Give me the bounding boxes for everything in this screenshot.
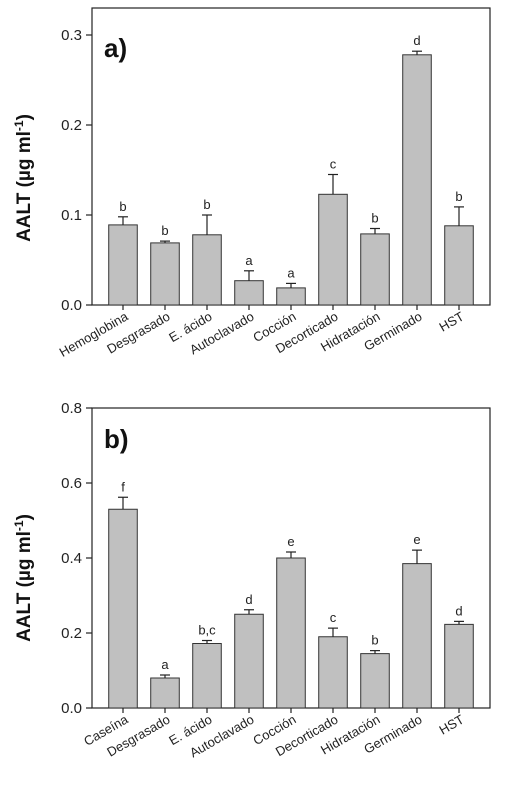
significance-label: f: [121, 479, 125, 494]
y-tick-label: 0.6: [61, 475, 82, 492]
y-tick-label: 0.4: [61, 550, 82, 567]
y-axis-label-sup: -1: [12, 120, 26, 131]
significance-label: d: [413, 33, 420, 48]
bar: [444, 225, 474, 306]
y-axis-label: AALT (µg ml-1): [12, 114, 35, 242]
y-axis-label-close: ): [14, 114, 35, 120]
bar: [150, 242, 180, 306]
y-tick-label: 0.0: [61, 700, 82, 717]
bar: [360, 653, 390, 709]
x-tick-label: HST: [436, 309, 466, 335]
significance-label: b: [371, 211, 378, 226]
significance-label: c: [330, 157, 337, 172]
y-axis-label-main: AALT (µg ml: [14, 531, 35, 642]
significance-label: b: [119, 199, 126, 214]
y-tick-label: 0.2: [61, 625, 82, 642]
significance-label: b: [203, 197, 210, 212]
bar: [192, 234, 222, 306]
bar: [276, 557, 306, 709]
significance-label: b: [161, 223, 168, 238]
y-axis-label-close: ): [14, 514, 35, 520]
significance-label: d: [245, 592, 252, 607]
bar: [234, 280, 264, 306]
significance-label: c: [330, 610, 337, 625]
bar: [150, 677, 180, 709]
y-axis-label-sup: -1: [12, 520, 26, 531]
y-tick-label: 0.1: [61, 207, 82, 224]
y-tick-label: 0.3: [61, 27, 82, 44]
significance-label: a: [245, 253, 253, 268]
significance-label: e: [287, 534, 294, 549]
panel-label: b): [104, 424, 129, 454]
y-axis-label-main: AALT (µg ml: [14, 131, 35, 242]
bar: [360, 233, 390, 306]
chart-panel-b: 0.00.20.40.60.8fCaseínaaDesgrasadob,cE. …: [12, 400, 491, 760]
significance-label: a: [287, 265, 295, 280]
y-tick-label: 0.8: [61, 400, 82, 417]
significance-label: b,c: [198, 623, 216, 638]
bar: [444, 623, 474, 709]
bar: [276, 287, 306, 306]
y-tick-label: 0.2: [61, 117, 82, 134]
bar: [318, 193, 348, 306]
bar: [318, 636, 348, 709]
y-axis-label: AALT (µg ml-1): [12, 514, 35, 642]
bar: [402, 563, 432, 709]
significance-label: a: [161, 657, 169, 672]
y-tick-label: 0.0: [61, 297, 82, 314]
significance-label: e: [413, 532, 420, 547]
bar: [192, 643, 222, 709]
bar: [402, 54, 432, 306]
x-tick-label: HST: [436, 712, 466, 738]
significance-label: b: [371, 633, 378, 648]
panel-label: a): [104, 33, 127, 63]
bar: [108, 224, 138, 306]
significance-label: d: [455, 603, 462, 618]
bar: [108, 508, 138, 709]
significance-label: b: [455, 189, 462, 204]
bar: [234, 613, 264, 709]
